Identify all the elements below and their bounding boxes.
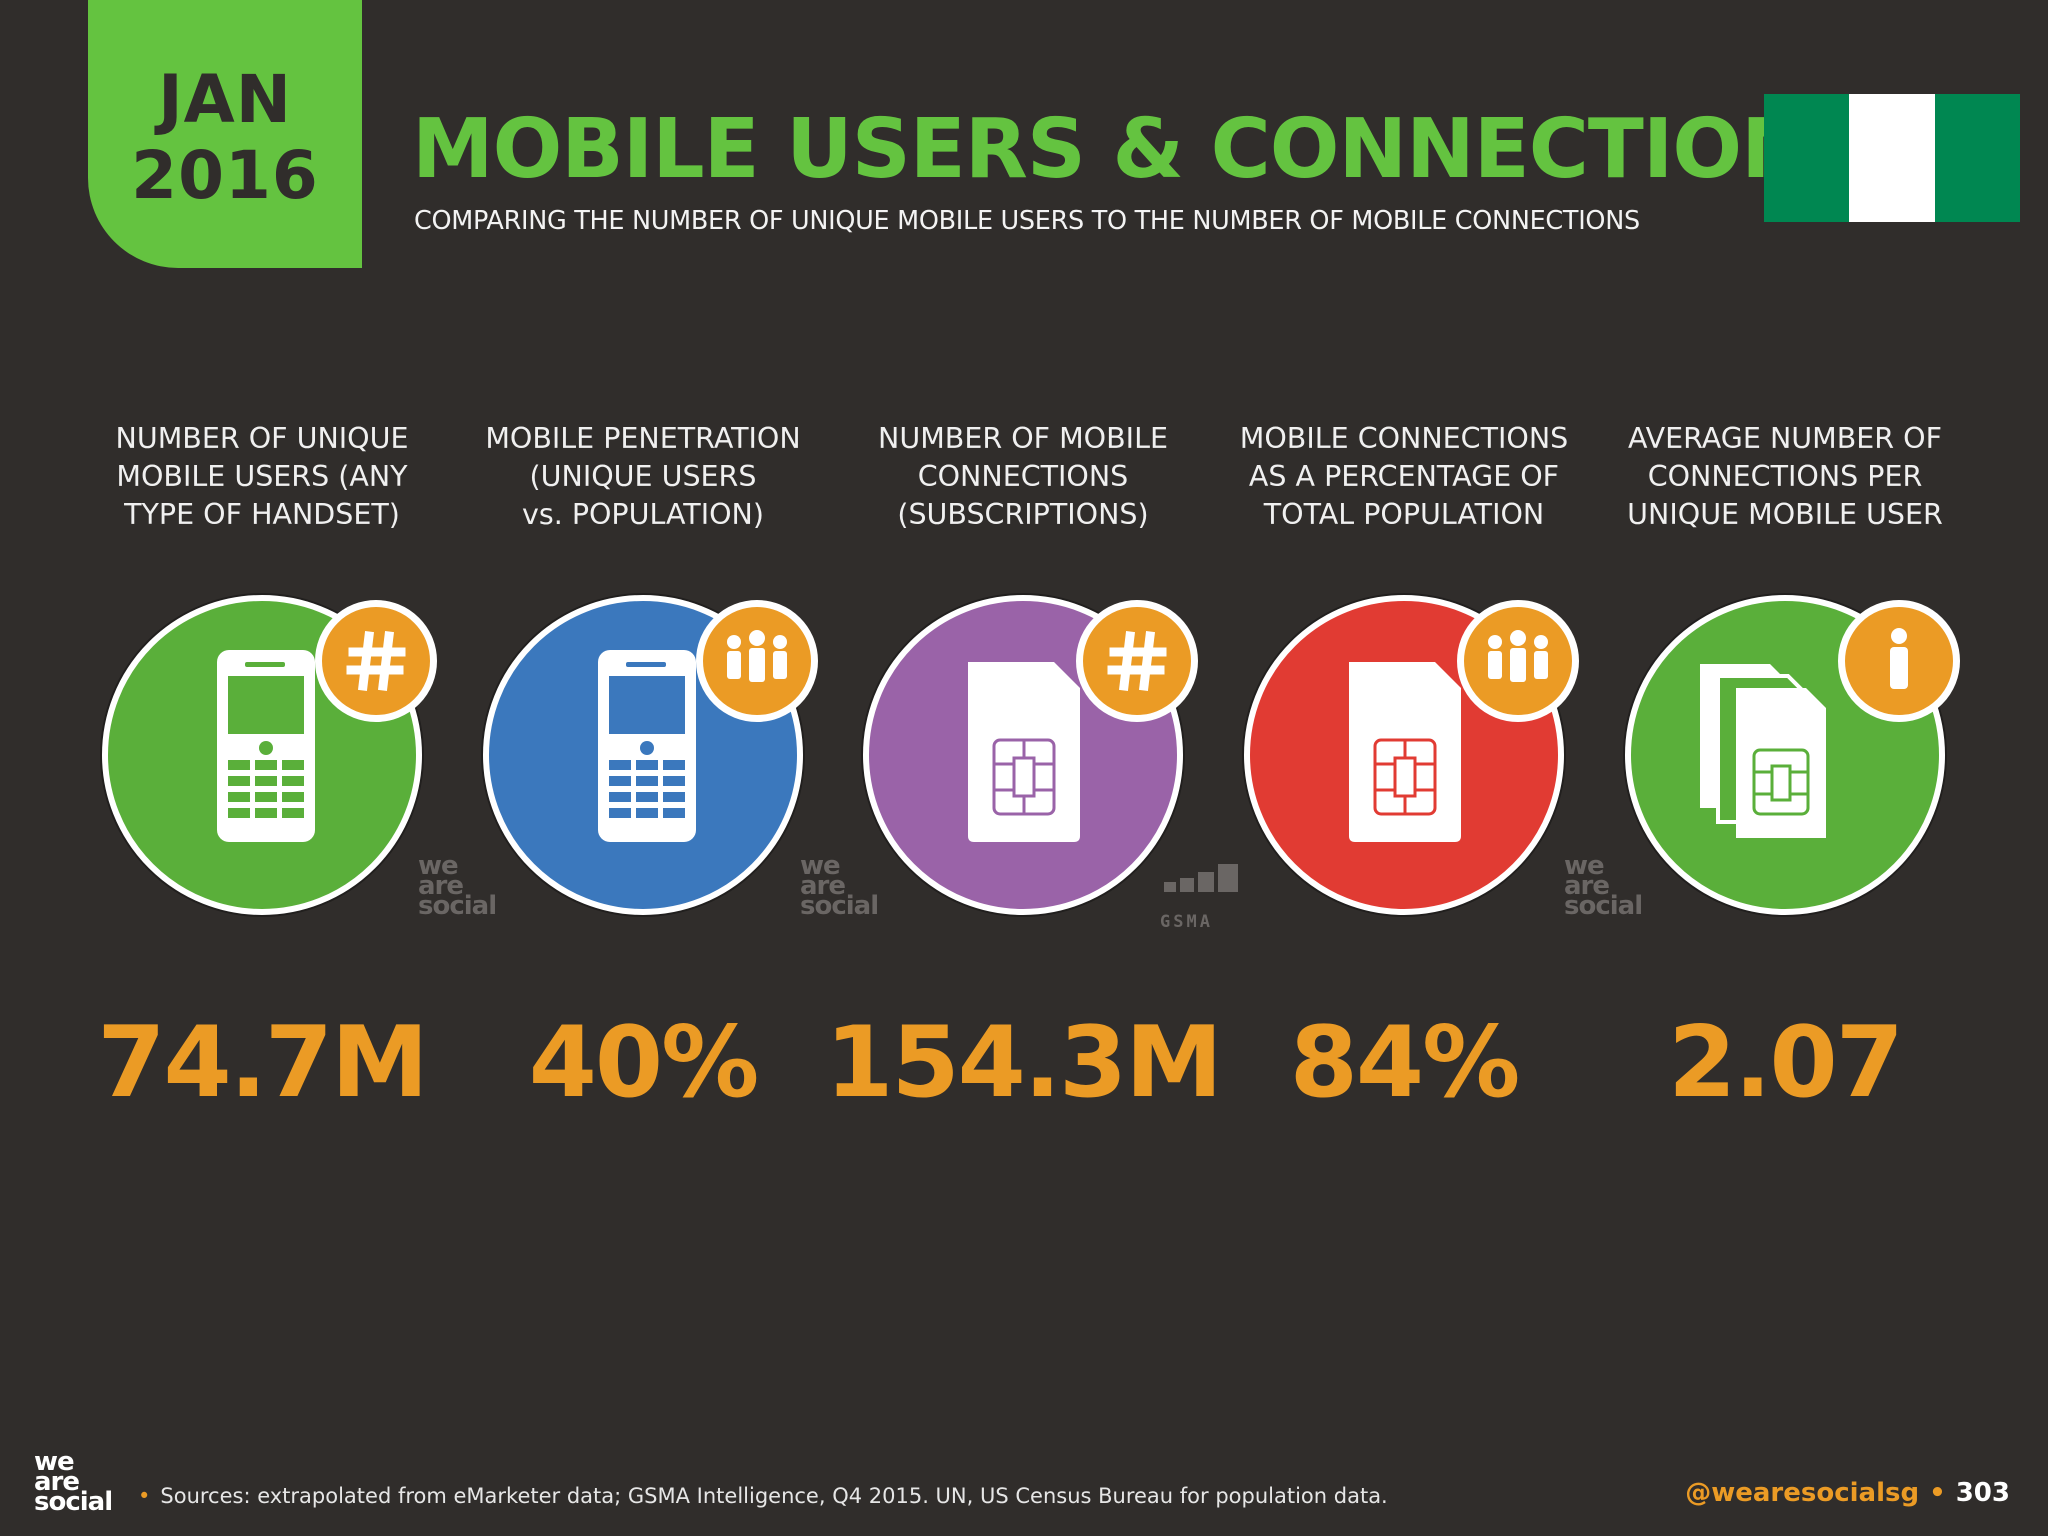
sources-note: • Sources: extrapolated from eMarketer da… xyxy=(138,1484,1388,1508)
watermark-line: are xyxy=(800,871,846,901)
mobile-phone-icon xyxy=(598,650,696,842)
metric-label: MOBILE CONNECTIONS AS A PERCENTAGE OF TO… xyxy=(1239,422,1569,531)
flag-stripe-middle xyxy=(1849,94,1935,222)
date-tab: JAN 2016 xyxy=(88,0,362,268)
page-number: 303 xyxy=(1955,1478,2010,1508)
metric-value: 74.7M xyxy=(97,1006,428,1120)
sim-card-icon xyxy=(1349,662,1461,842)
metric-label: NUMBER OF UNIQUE MOBILE USERS (ANY TYPE … xyxy=(115,422,409,531)
gsma-text: GSMA xyxy=(1160,912,1213,932)
brand-watermark: we are social xyxy=(418,851,497,921)
footer-logo: we are social xyxy=(34,1447,113,1517)
metric-mobile-penetration: MOBILE PENETRATION (UNIQUE USERS vs. POP… xyxy=(453,420,833,1118)
bullet-icon: • xyxy=(138,1484,151,1508)
logo-line: social xyxy=(34,1487,113,1517)
metric-icon xyxy=(858,590,1198,920)
flag-stripe-left xyxy=(1764,94,1850,222)
watermark-line: we xyxy=(1564,851,1605,881)
metric-label: MOBILE PENETRATION (UNIQUE USERS vs. POP… xyxy=(485,422,801,531)
nigeria-flag xyxy=(1764,94,2020,222)
sim-card-icon xyxy=(968,662,1080,842)
metric-icon xyxy=(1239,590,1579,920)
badge xyxy=(1457,600,1579,722)
watermark-line: are xyxy=(1564,871,1610,901)
metric-value: 2.07 xyxy=(1668,1006,1904,1120)
watermark-line: social xyxy=(1564,891,1643,921)
badge xyxy=(696,600,818,722)
badge xyxy=(1838,600,1960,722)
metric-value: 154.3M xyxy=(825,1006,1223,1120)
flag-stripe-right xyxy=(1934,94,2020,222)
watermark-line: are xyxy=(418,871,464,901)
hash-icon xyxy=(1107,630,1167,692)
metric-icon xyxy=(1620,590,1960,920)
metric-label: AVERAGE NUMBER OF CONNECTIONS PER UNIQUE… xyxy=(1627,422,1943,531)
separator-dot-icon: • xyxy=(1929,1478,1946,1508)
page-title: MOBILE USERS & CONNECTIONS xyxy=(412,102,1868,197)
people-icon xyxy=(727,630,787,682)
metric-value: 40% xyxy=(528,1006,760,1120)
brand-watermark: we are social xyxy=(1564,851,1643,921)
badge xyxy=(1076,600,1198,722)
sources-text: Sources: extrapolated from eMarketer dat… xyxy=(160,1484,1388,1508)
metric-icon xyxy=(97,590,437,920)
metric-label: NUMBER OF MOBILE CONNECTIONS (SUBSCRIPTI… xyxy=(878,422,1168,531)
date-month: JAN xyxy=(158,61,292,138)
people-icon xyxy=(1488,630,1548,682)
logo-line: are xyxy=(34,1467,80,1497)
metric-connections-percentage: MOBILE CONNECTIONS AS A PERCENTAGE OF TO… xyxy=(1214,420,1594,1118)
brand-watermark: we are social xyxy=(800,851,879,921)
watermark-line: social xyxy=(800,891,879,921)
badge xyxy=(315,600,437,722)
date-year: 2016 xyxy=(131,137,319,214)
gsma-logo: GSMA xyxy=(1160,862,1254,932)
watermark-line: we xyxy=(418,851,459,881)
metric-value: 84% xyxy=(1289,1006,1521,1120)
metric-connections-per-user: AVERAGE NUMBER OF CONNECTIONS PER UNIQUE… xyxy=(1595,420,1975,1118)
social-handle: @wearesocialsg • 303 xyxy=(1685,1478,2010,1508)
metric-icon xyxy=(478,590,818,920)
metric-unique-mobile-users: NUMBER OF UNIQUE MOBILE USERS (ANY TYPE … xyxy=(72,420,452,1118)
page-subtitle: COMPARING THE NUMBER OF UNIQUE MOBILE US… xyxy=(414,206,1640,236)
metric-mobile-connections: NUMBER OF MOBILE CONNECTIONS (SUBSCRIPTI… xyxy=(825,420,1223,1118)
watermark-line: social xyxy=(418,891,497,921)
mobile-phone-icon xyxy=(217,650,315,842)
logo-line: we xyxy=(34,1447,75,1477)
handle-text: @wearesocialsg xyxy=(1685,1478,1920,1508)
gsma-bars-icon xyxy=(1164,864,1238,892)
hash-icon xyxy=(346,630,406,692)
watermark-line: we xyxy=(800,851,841,881)
person-icon xyxy=(1890,628,1908,689)
sim-cards-stack-icon xyxy=(1700,664,1826,838)
